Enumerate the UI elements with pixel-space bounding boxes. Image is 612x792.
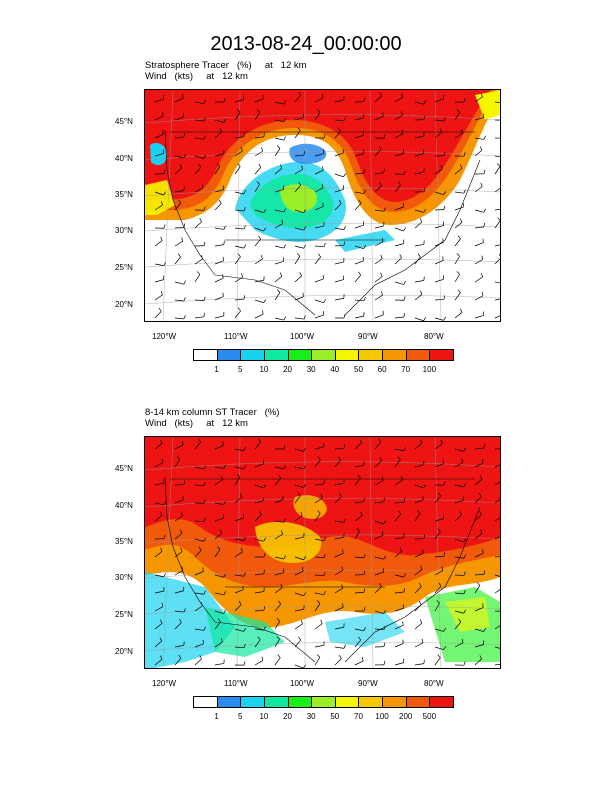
panel1-lat-25: 25°N <box>115 263 133 272</box>
panel1-lon-100: 100°W <box>290 332 315 341</box>
panel2-map-svg <box>145 437 500 668</box>
panel1-lon-90: 90°W <box>358 332 378 341</box>
panel2-colorbar-swatch <box>216 696 242 708</box>
panel1-colorbar-swatch <box>405 349 431 361</box>
panel1-colorbar-swatch <box>193 349 218 361</box>
panel2-colorbar-label: 20 <box>283 712 292 721</box>
panel2-lat-45: 45°N <box>115 464 133 473</box>
panel2-lat-30: 30°N <box>115 573 133 582</box>
panel2-colorbar-swatch <box>405 696 431 708</box>
panel2-lon-80: 80°W <box>424 679 444 688</box>
panel2-lat-40: 40°N <box>115 501 133 510</box>
panel2-wind-barbs <box>154 438 500 668</box>
panel2-lat-25: 25°N <box>115 610 133 619</box>
panel2-colorbar-label: 50 <box>330 712 340 721</box>
panel2-colorbar-swatch <box>358 696 384 708</box>
panel1-colorbar-label: 20 <box>283 365 292 374</box>
panel2-colorbar-label: 30 <box>306 712 316 721</box>
panel1-colorbar-swatch <box>216 349 242 361</box>
panel1-map-svg <box>145 90 500 321</box>
panel2-colorbar-label: 70 <box>354 712 363 721</box>
panel2-colorbar-swatch <box>287 696 313 708</box>
panel1-colorbar-label: 50 <box>354 365 363 374</box>
panel2-colorbar-swatch <box>382 696 407 708</box>
panel1-colorbar-swatch <box>334 349 360 361</box>
panel1-lat-35: 35°N <box>115 190 133 199</box>
panel2-colorbar-swatch <box>263 696 289 708</box>
panel1-colorbar-label: 60 <box>377 365 387 374</box>
panel1-lat-20: 20°N <box>115 300 133 309</box>
panel1-colorbar-label: 10 <box>259 365 269 374</box>
main-title: 2013-08-24_00:00:00 <box>210 33 402 55</box>
panel2-colorbar <box>193 696 454 708</box>
panel2-colorbar-labels: 1 5 10 20 30 50 70 100 200 500 <box>193 712 463 724</box>
panel2-colorbar-label: 10 <box>259 712 269 721</box>
panel2-lon-90: 90°W <box>358 679 378 688</box>
panel1-colorbar-label: 1 <box>214 365 219 374</box>
panel1-lat-45: 45°N <box>115 117 133 126</box>
panel1-title-line2: Wind (kts) at 12 km <box>145 71 248 82</box>
panel1-colorbar-label: 40 <box>330 365 340 374</box>
panel2-colorbar-label: 100 <box>375 712 389 721</box>
panel1-lon-110: 110°W <box>224 332 248 341</box>
panel1-lat-30: 30°N <box>115 226 133 235</box>
panel1-colorbar-labels: 1 5 10 20 30 40 50 60 70 100 <box>193 365 463 377</box>
panel2-lon-110: 110°W <box>224 679 248 688</box>
panel1-colorbar-label: 30 <box>306 365 316 374</box>
panel2-map <box>144 436 501 669</box>
panel1-colorbar-swatch <box>263 349 289 361</box>
panel2-title-line2: Wind (kts) at 12 km <box>145 418 248 429</box>
panel1-map <box>144 89 501 322</box>
panel1-colorbar-swatch <box>358 349 384 361</box>
panel2-title-line1: 8-14 km column ST Tracer (%) <box>145 407 280 418</box>
panel2-colorbar-label: 1 <box>214 712 219 721</box>
panel2-lat-20: 20°N <box>115 647 133 656</box>
panel1-colorbar-swatch <box>382 349 407 361</box>
panel1-title-line1: Stratosphere Tracer (%) at 12 km <box>145 60 307 71</box>
panel2-colorbar-swatch <box>311 696 336 708</box>
panel1-colorbar-swatch <box>429 349 454 361</box>
panel2-lat-35: 35°N <box>115 537 133 546</box>
panel1-colorbar-label: 5 <box>238 365 243 374</box>
panel1-lon-80: 80°W <box>424 332 444 341</box>
panel1-colorbar-label: 100 <box>422 365 437 374</box>
panel2-lon-100: 100°W <box>290 679 315 688</box>
panel1-colorbar-swatch <box>287 349 313 361</box>
panel1-wind-barbs <box>154 91 500 321</box>
panel1-colorbar-swatch <box>240 349 265 361</box>
panel2-colorbar-swatch <box>240 696 265 708</box>
panel1-colorbar-swatch <box>311 349 336 361</box>
panel1-colorbar-label: 70 <box>401 365 411 374</box>
panel1-colorbar <box>193 349 454 361</box>
panel2-colorbar-swatch <box>429 696 454 708</box>
panel2-colorbar-label: 5 <box>238 712 243 721</box>
panel2-colorbar-label: 500 <box>422 712 437 721</box>
panel1-lat-40: 40°N <box>115 154 133 163</box>
panel2-colorbar-label: 200 <box>399 712 413 721</box>
panel2-colorbar-swatch <box>334 696 360 708</box>
panel2-colorbar-swatch <box>193 696 218 708</box>
panel2-lon-120: 120°W <box>152 679 177 688</box>
panel1-lon-120: 120°W <box>152 332 177 341</box>
